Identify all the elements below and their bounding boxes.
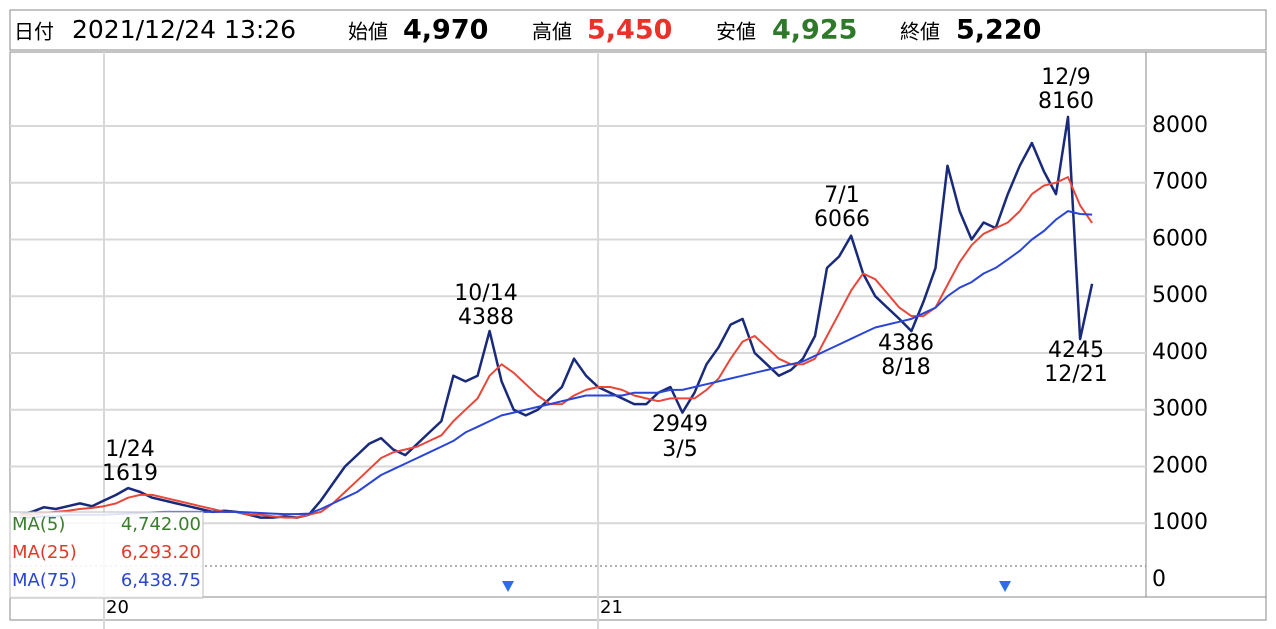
y-tick-label: 5000 <box>1152 283 1208 308</box>
marker-triangle <box>502 581 514 592</box>
annotation: 4245 <box>1048 338 1104 363</box>
date-label: 日付 <box>14 20 54 44</box>
low-label: 安値 <box>716 20 756 44</box>
high: 5,450 <box>587 15 672 46</box>
annotation: 1/24 <box>105 437 154 462</box>
series-line <box>19 115 1094 519</box>
low: 4,925 <box>772 15 857 46</box>
legend-name: MA(25) <box>12 542 77 563</box>
y-tick-label: 6000 <box>1152 226 1208 251</box>
series-line <box>19 176 1093 519</box>
annotation: 4388 <box>458 305 514 330</box>
x-axis-area <box>9 596 1267 621</box>
y-axis-area <box>1145 51 1267 598</box>
y-tick-label: 8000 <box>1152 113 1208 138</box>
annotation: 1619 <box>102 461 158 486</box>
x-tick-label: 21 <box>600 597 623 618</box>
high-label: 高値 <box>532 20 572 44</box>
annotation: 8160 <box>1038 89 1094 114</box>
legend-value: 6,438.75 <box>121 570 201 591</box>
header-bar <box>9 9 1267 51</box>
y-tick-label: 2000 <box>1152 453 1208 478</box>
annotation: 3/5 <box>662 437 697 462</box>
x-tick-label: 20 <box>106 597 129 618</box>
annotation: 12/21 <box>1044 362 1107 387</box>
date: 2021/12/24 13:26 <box>72 15 296 44</box>
open-label: 始値 <box>348 20 388 44</box>
annotation: 8/18 <box>881 355 930 380</box>
close: 5,220 <box>956 15 1041 46</box>
legend-box <box>9 511 204 599</box>
legend-value: 6,293.20 <box>121 542 201 563</box>
annotation: 10/14 <box>454 281 517 306</box>
open: 4,970 <box>403 15 488 46</box>
y-tick-label: 4000 <box>1152 340 1208 365</box>
annotation: 4386 <box>878 331 934 356</box>
y-tick-label: 7000 <box>1152 170 1208 195</box>
legend-name: MA(5) <box>12 514 65 535</box>
legend-value: 4,742.00 <box>121 514 201 535</box>
y-tick-label: 1000 <box>1152 510 1208 535</box>
y-tick-label: 0 <box>1152 567 1166 592</box>
annotation: 12/9 <box>1041 65 1090 90</box>
y-tick-label: 3000 <box>1152 397 1208 422</box>
annotation: 7/1 <box>824 183 859 208</box>
grid <box>10 52 1146 629</box>
close-label: 終値 <box>900 20 940 44</box>
legend-name: MA(75) <box>12 570 77 591</box>
marker-triangle <box>999 581 1011 592</box>
annotation: 2949 <box>652 412 708 437</box>
annotation: 6066 <box>814 207 870 232</box>
